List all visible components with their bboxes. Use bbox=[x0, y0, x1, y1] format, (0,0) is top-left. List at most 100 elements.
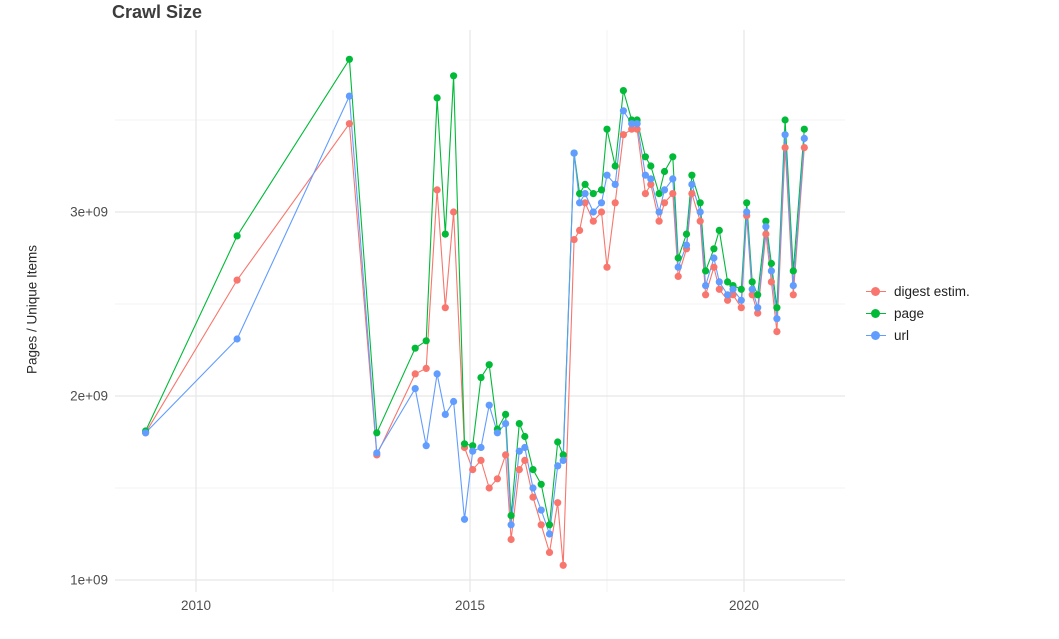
series-point-url bbox=[781, 131, 789, 139]
series-point-page bbox=[545, 521, 554, 529]
y-tick-label: 3e+09 bbox=[70, 205, 108, 220]
series-point-page bbox=[485, 361, 493, 369]
legend-item: url bbox=[866, 328, 970, 343]
series-point-page bbox=[724, 278, 732, 286]
series-point-digest-estim- bbox=[581, 199, 589, 207]
series-point-page bbox=[710, 245, 718, 253]
series-point-url bbox=[507, 521, 515, 529]
series-point-page bbox=[767, 259, 776, 268]
series-point-digest-estim- bbox=[441, 304, 449, 312]
series-point-page bbox=[611, 162, 619, 170]
series-point-page bbox=[433, 94, 441, 102]
series-point-url bbox=[647, 175, 655, 183]
series-point-page bbox=[373, 429, 381, 437]
series-point-digest-estim- bbox=[502, 451, 510, 459]
series-point-url bbox=[559, 456, 567, 464]
series-point-url bbox=[619, 107, 628, 115]
series-point-digest-estim- bbox=[559, 561, 567, 569]
series-point-url bbox=[724, 291, 732, 299]
series-point-digest-estim- bbox=[789, 291, 797, 299]
series-point-digest-estim- bbox=[537, 521, 545, 529]
series-point-digest-estim- bbox=[702, 291, 710, 299]
series-point-page bbox=[688, 171, 696, 179]
series-point-digest-estim- bbox=[724, 296, 732, 304]
series-point-url bbox=[433, 370, 441, 378]
series-point-digest-estim- bbox=[655, 217, 663, 225]
series-point-url bbox=[729, 285, 737, 293]
series-point-url bbox=[589, 208, 597, 216]
series-point-digest-estim- bbox=[633, 125, 641, 133]
series-point-page bbox=[800, 125, 808, 133]
series-point-digest-estim- bbox=[669, 190, 677, 198]
legend-key bbox=[866, 329, 886, 341]
series-point-url bbox=[754, 304, 762, 312]
series-point-digest-estim- bbox=[754, 309, 762, 317]
series-point-digest-estim- bbox=[411, 370, 419, 378]
series-point-url bbox=[411, 385, 419, 393]
series-point-page bbox=[521, 432, 529, 441]
series-point-digest-estim- bbox=[674, 272, 682, 280]
series-point-digest-estim- bbox=[767, 278, 776, 286]
series-point-url bbox=[655, 208, 663, 216]
series-point-digest-estim- bbox=[485, 484, 493, 492]
series-point-digest-estim- bbox=[545, 548, 554, 557]
series-point-digest-estim- bbox=[515, 466, 523, 474]
series-point-digest-estim- bbox=[589, 217, 597, 225]
series-point-url bbox=[674, 263, 682, 271]
series-point-url bbox=[682, 241, 691, 249]
legend-label: page bbox=[894, 305, 925, 321]
series-point-url bbox=[345, 92, 353, 100]
series-point-page bbox=[507, 511, 515, 520]
series-point-url bbox=[576, 199, 584, 207]
series-point-url bbox=[529, 484, 537, 492]
series-point-page bbox=[529, 466, 537, 474]
series-point-page bbox=[647, 162, 655, 170]
series-point-page bbox=[581, 180, 589, 188]
series-point-page bbox=[422, 337, 430, 345]
series-point-digest-estim- bbox=[781, 144, 789, 152]
series-point-digest-estim- bbox=[477, 456, 485, 464]
series-point-page bbox=[737, 285, 745, 293]
series-point-url bbox=[633, 120, 641, 128]
series-point-page bbox=[660, 167, 669, 176]
series-point-page bbox=[789, 267, 797, 275]
series-point-url bbox=[493, 429, 501, 437]
series-point-page bbox=[773, 304, 781, 312]
series-point-digest-estim- bbox=[619, 131, 628, 139]
series-point-url bbox=[603, 171, 611, 179]
series-point-url bbox=[554, 462, 562, 470]
legend-label: digest estim. bbox=[894, 283, 970, 299]
series-line-digest-estim- bbox=[145, 123, 805, 566]
series-point-page bbox=[669, 153, 677, 161]
series-point-url bbox=[743, 208, 751, 216]
series-point-digest-estim- bbox=[450, 208, 458, 216]
y-tick-label: 1e+09 bbox=[70, 573, 108, 588]
series-point-page bbox=[554, 438, 562, 446]
series-point-page bbox=[537, 480, 545, 488]
series-point-url bbox=[660, 186, 669, 194]
series-point-url bbox=[515, 447, 523, 455]
series-point-page bbox=[233, 232, 241, 240]
chart-title: Crawl Size bbox=[112, 2, 203, 22]
series-point-page bbox=[589, 190, 597, 198]
series-point-url bbox=[373, 449, 381, 457]
series-point-digest-estim- bbox=[710, 263, 718, 271]
series-point-page bbox=[345, 55, 353, 63]
series-point-digest-estim- bbox=[345, 120, 353, 128]
series-point-url bbox=[789, 282, 797, 290]
legend-key-dot bbox=[871, 286, 880, 296]
series-point-page bbox=[576, 190, 584, 198]
series-point-url bbox=[545, 530, 554, 538]
series-point-digest-estim- bbox=[647, 180, 655, 188]
series-point-url bbox=[800, 134, 808, 142]
series-point-digest-estim- bbox=[641, 190, 650, 198]
series-point-url bbox=[611, 180, 619, 188]
series-point-digest-estim- bbox=[729, 291, 737, 299]
series-point-page bbox=[619, 87, 628, 95]
series-point-url bbox=[422, 442, 430, 450]
series-point-url bbox=[502, 420, 510, 428]
series-point-digest-estim- bbox=[688, 190, 696, 198]
series-point-digest-estim- bbox=[529, 493, 537, 501]
x-tick-label: 2010 bbox=[181, 598, 211, 613]
